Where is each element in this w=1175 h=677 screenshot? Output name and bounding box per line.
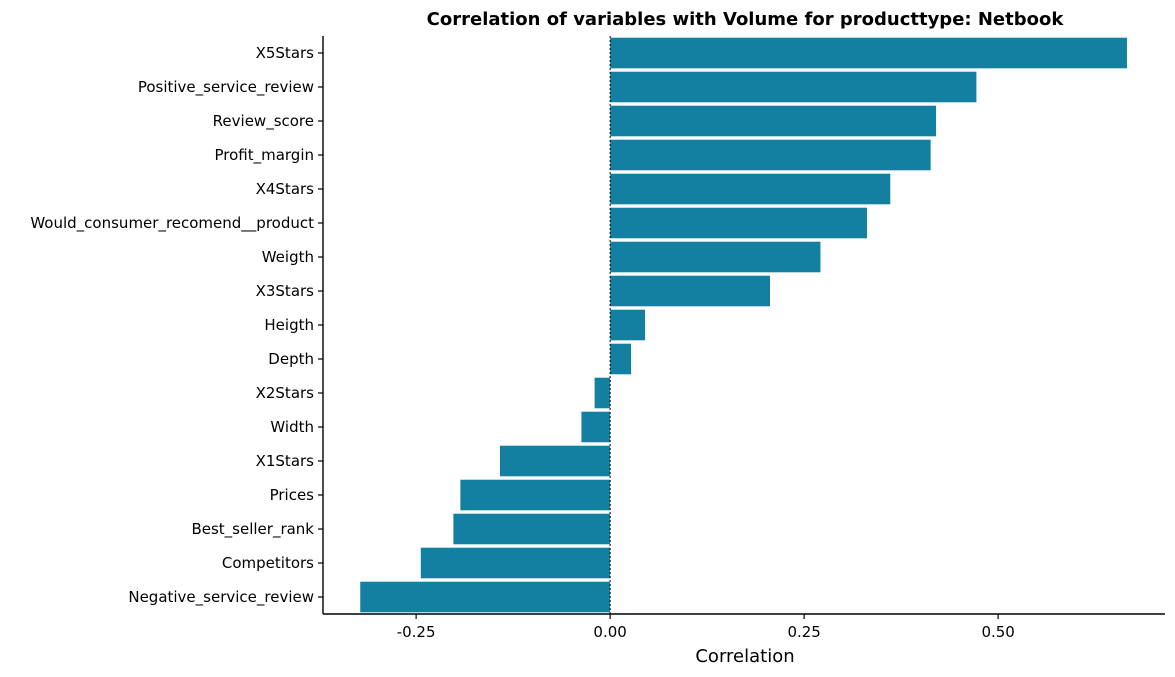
y-tick-label: X3Stars <box>256 282 315 300</box>
x-axis-title: Correlation <box>695 646 794 667</box>
y-tick-label: Negative_service_review <box>128 588 314 607</box>
bar-weigth <box>610 241 821 273</box>
bar-x2stars <box>594 377 611 409</box>
y-tick-label: Would_consumer_recomend__product <box>30 214 314 233</box>
bars-layer <box>360 36 1127 614</box>
x-tick-label: 0.25 <box>787 623 820 641</box>
bar-would-consumer-recomend-product <box>610 207 868 239</box>
y-tick-label: X5Stars <box>256 44 315 62</box>
y-tick-label: X2Stars <box>256 384 315 402</box>
x-tick-label: 0.00 <box>593 623 626 641</box>
bar-competitors <box>420 547 611 579</box>
y-tick-label: X1Stars <box>256 452 315 470</box>
y-tick-label: Weigth <box>262 248 314 266</box>
x-tick-label: 0.50 <box>981 623 1014 641</box>
bar-positive-service-review <box>610 71 977 103</box>
y-tick-label: Best_seller_rank <box>191 520 314 539</box>
y-tick-label: X4Stars <box>256 180 315 198</box>
y-axis: X5Stars Positive_service_review Review_sco… <box>30 36 324 614</box>
y-tick-label: Positive_service_review <box>138 78 314 97</box>
chart-title: Correlation of variables with Volume for… <box>427 9 1065 30</box>
bar-review-score <box>610 105 937 137</box>
bar-x1stars <box>499 445 611 477</box>
bar-width <box>581 411 611 443</box>
bar-prices <box>460 479 611 511</box>
y-tick-label: Prices <box>270 486 315 504</box>
x-tick-label: -0.25 <box>397 623 436 641</box>
y-tick-label: Competitors <box>222 554 314 572</box>
y-tick-label: Width <box>270 418 314 436</box>
bar-profit-margin <box>610 139 931 171</box>
bar-x4stars <box>610 173 891 205</box>
bar-negative-service-review <box>360 581 611 613</box>
bar-x3stars <box>610 275 770 307</box>
bar-heigth <box>610 309 646 341</box>
x-axis: -0.25 0.00 0.25 0.50 <box>323 613 1165 641</box>
bar-best-seller-rank <box>453 513 611 545</box>
y-tick-label: Heigth <box>264 316 314 334</box>
bar-x5stars <box>610 37 1127 69</box>
y-tick-label: Review_score <box>213 112 314 131</box>
y-tick-label: Profit_margin <box>214 146 314 165</box>
bar-depth <box>610 343 632 375</box>
y-tick-label: Depth <box>268 350 314 368</box>
